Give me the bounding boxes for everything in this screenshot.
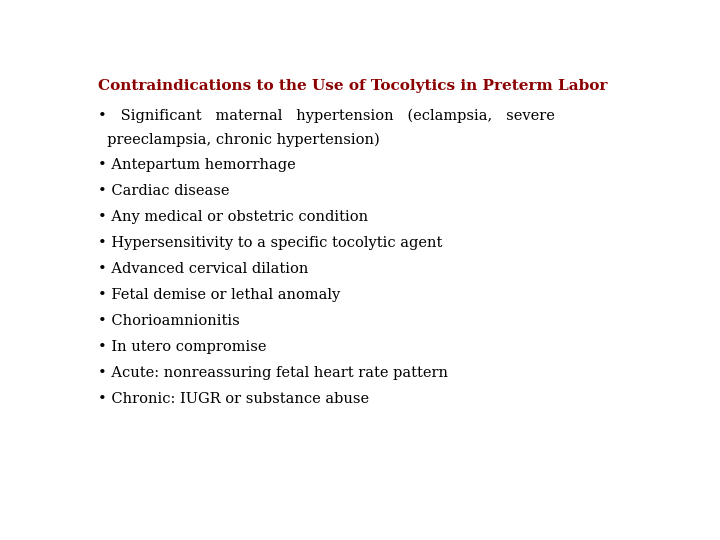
Text: preeclampsia, chronic hypertension): preeclampsia, chronic hypertension) — [99, 132, 380, 147]
Text: • Acute: nonreassuring fetal heart rate pattern: • Acute: nonreassuring fetal heart rate … — [99, 366, 449, 380]
Text: • Chorioamnionitis: • Chorioamnionitis — [99, 314, 240, 328]
Text: • Antepartum hemorrhage: • Antepartum hemorrhage — [99, 158, 296, 172]
Text: • Any medical or obstetric condition: • Any medical or obstetric condition — [99, 210, 369, 224]
Text: • Chronic: IUGR or substance abuse: • Chronic: IUGR or substance abuse — [99, 392, 369, 406]
Text: • Fetal demise or lethal anomaly: • Fetal demise or lethal anomaly — [99, 288, 341, 302]
Text: • Hypersensitivity to a specific tocolytic agent: • Hypersensitivity to a specific tocolyt… — [99, 237, 443, 251]
Text: • Advanced cervical dilation: • Advanced cervical dilation — [99, 262, 309, 276]
Text: • In utero compromise: • In utero compromise — [99, 340, 267, 354]
Text: • Cardiac disease: • Cardiac disease — [99, 184, 230, 198]
Text: Contraindications to the Use of Tocolytics in Preterm Labor: Contraindications to the Use of Tocolyti… — [99, 79, 608, 93]
Text: •   Significant   maternal   hypertension   (eclampsia,   severe: • Significant maternal hypertension (ecl… — [99, 109, 555, 123]
